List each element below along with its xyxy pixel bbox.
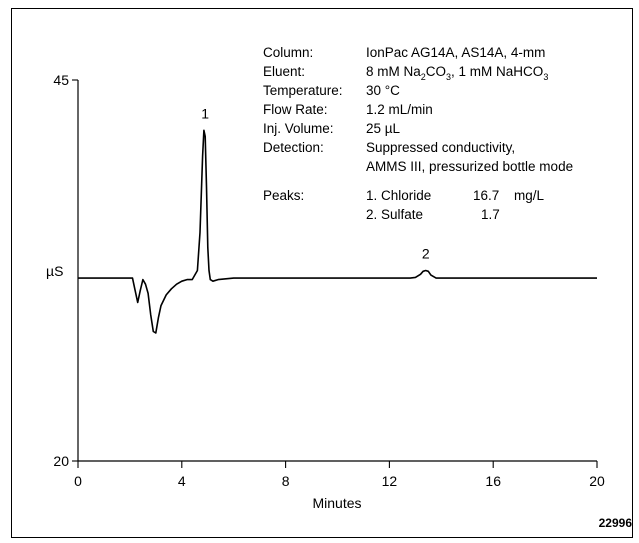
peak-unit: mg/L [514,188,545,203]
eluent-value: 8 mM Na2CO3, 1 mM NaHCO3 [366,64,548,82]
x-ticks: 0 4 8 12 16 20 [74,461,605,489]
condition-value: 30 °C [366,83,400,98]
y-tick-label: 20 [53,453,69,469]
x-tick-label: 8 [282,473,290,489]
peak-label: 1 [201,105,209,121]
condition-value: IonPac AG14A, AS14A, 4-mm [366,45,545,60]
peak-value: 1.7 [481,207,500,222]
x-tick-label: 20 [589,473,605,489]
x-tick-label: 4 [178,473,186,489]
chromatogram-trace [78,129,597,334]
figure-frame [11,8,633,538]
condition-label: Detection: [263,140,324,155]
condition-label: Inj. Volume: [263,121,334,136]
y-tick-label: 45 [53,72,69,88]
peaks-label: Peaks: [263,188,304,203]
conditions-block: Column: IonPac AG14A, AS14A, 4-mm Eluent… [263,45,573,222]
peak-labels: 12 [201,105,430,261]
condition-label: Column: [263,45,313,60]
x-tick-label: 12 [382,473,398,489]
condition-value: Suppressed conductivity, [366,140,515,155]
peak-name: 2. Sulfate [366,207,423,222]
peak-value: 16.7 [473,188,499,203]
peak-name: 1. Chloride [366,188,431,203]
condition-label: Flow Rate: [263,102,328,117]
condition-label: Eluent: [263,64,305,79]
condition-value: 25 µL [366,121,401,136]
figure-id: 22996 [599,516,633,530]
peak-label: 2 [422,246,430,262]
x-tick-label: 16 [485,473,501,489]
condition-value: 1.2 mL/min [366,102,433,117]
x-tick-label: 0 [74,473,82,489]
x-axis-label: Minutes [312,495,361,511]
y-axis-label: µS [46,263,63,279]
condition-label: Temperature: [263,83,343,98]
condition-value: AMMS III, pressurized bottle mode [366,159,573,174]
